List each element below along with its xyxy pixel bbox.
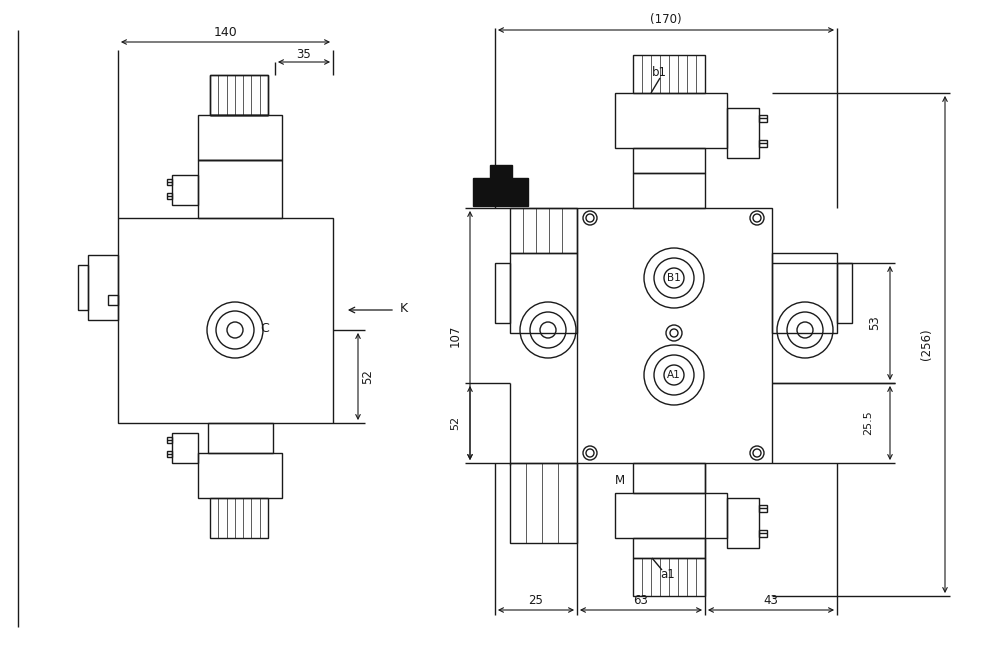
Bar [210,498,268,538]
Bar [633,463,705,493]
Bar [88,255,118,320]
Bar [210,75,268,115]
Bar [198,115,282,160]
Text: 107: 107 [448,325,462,347]
Bar [210,75,268,115]
Text: K: K [400,302,408,315]
Bar [490,165,512,180]
Bar [727,108,759,158]
Text: 63: 63 [634,593,648,606]
Bar [172,433,198,463]
Text: M: M [615,474,625,486]
Text: a1: a1 [660,568,675,581]
Bar [167,437,172,443]
Bar [172,175,198,205]
Bar [495,263,510,323]
Text: 43: 43 [764,593,778,606]
Bar [510,208,577,253]
Text: A1: A1 [667,370,681,380]
Bar [473,178,528,206]
Bar [167,179,172,185]
Text: 53: 53 [868,315,882,330]
Bar [108,295,118,305]
Text: (170): (170) [650,14,682,26]
Bar [759,505,767,512]
Bar [167,451,172,457]
Bar [615,93,727,148]
Bar [727,498,759,548]
Text: B1: B1 [667,273,681,283]
Bar [577,208,772,463]
Bar [78,265,88,310]
Bar [633,538,705,558]
Bar [633,55,705,93]
Bar [633,558,705,596]
Text: C: C [261,321,269,334]
Text: 52: 52 [362,369,374,384]
Text: 25.5: 25.5 [863,411,873,436]
Text: 35: 35 [297,47,311,60]
Bar [494,178,507,190]
Text: 25: 25 [529,593,543,606]
Bar [510,463,577,543]
Bar [759,140,767,147]
Text: b1: b1 [652,66,667,78]
Bar [510,253,577,333]
Bar [208,423,273,453]
Text: 140: 140 [214,26,237,39]
Bar [772,253,837,333]
Bar [633,148,705,173]
Bar [167,193,172,199]
Bar [198,453,282,498]
Text: 52: 52 [450,416,460,430]
Bar [198,160,282,218]
Text: (256): (256) [920,328,934,360]
Bar [759,530,767,537]
Bar [633,173,705,208]
Bar [615,493,727,538]
Bar [118,218,333,423]
Bar [759,115,767,122]
Bar [837,263,852,323]
